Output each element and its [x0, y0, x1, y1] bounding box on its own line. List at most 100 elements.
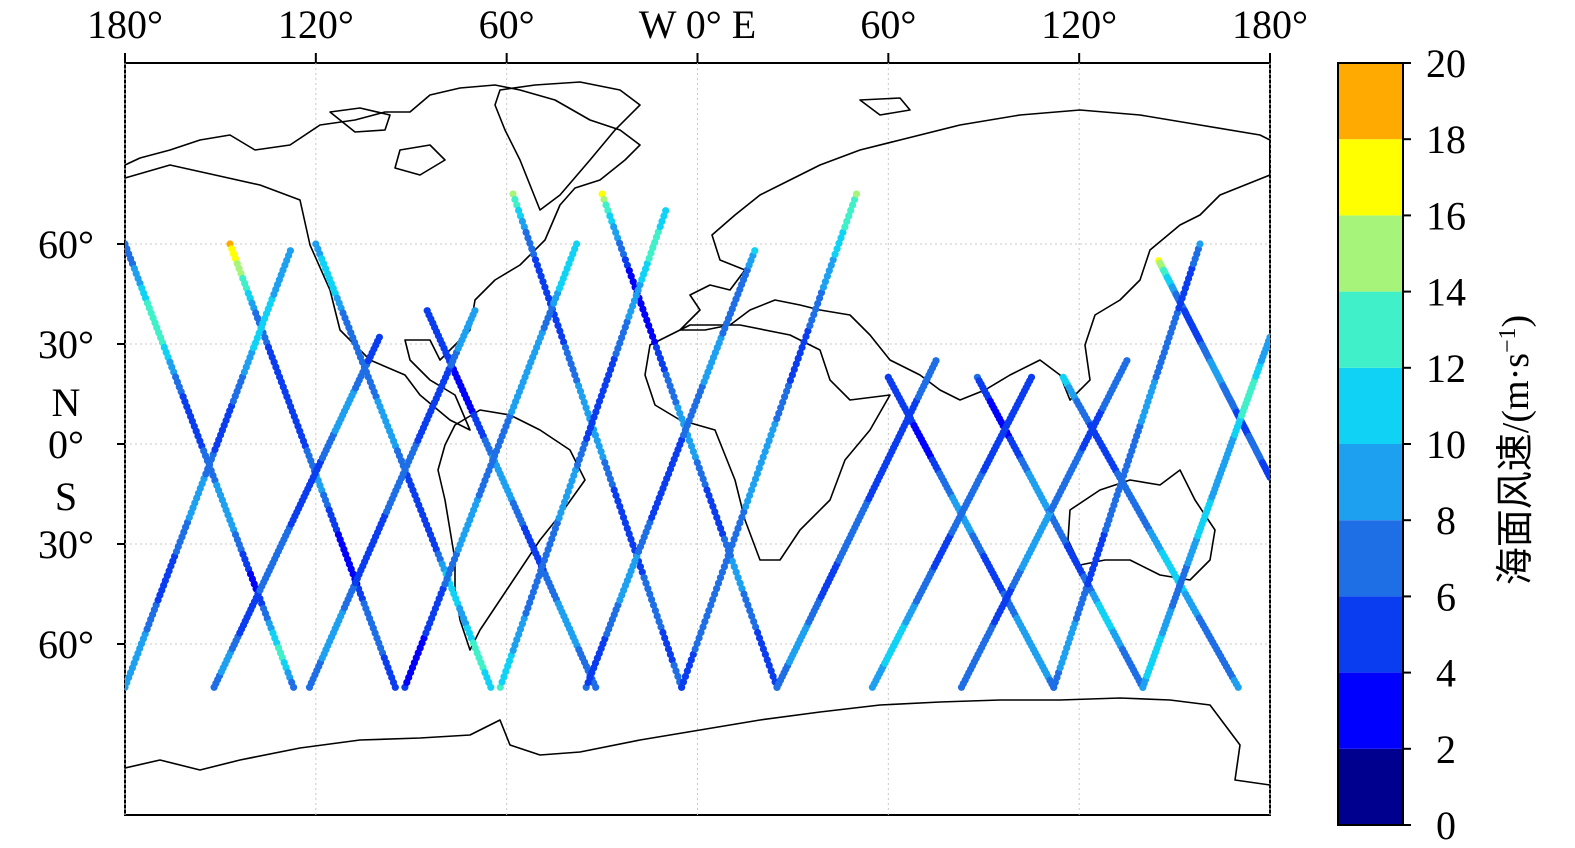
track-point [699, 623, 707, 631]
track-point [661, 634, 669, 642]
track-point [597, 448, 605, 456]
track-point [829, 256, 837, 264]
colorbar-tick-label: 20 [1426, 41, 1466, 86]
track-point [580, 398, 588, 406]
track-point [751, 475, 760, 483]
track-point [851, 195, 859, 204]
track-point [816, 294, 824, 302]
track-point [687, 442, 696, 450]
track-point [658, 360, 666, 368]
track-point [552, 316, 560, 324]
track-point [724, 552, 732, 560]
colorbar-tick-label: 6 [1436, 574, 1456, 619]
track-point [759, 645, 768, 653]
track-point [823, 272, 832, 280]
colorbar-band [1338, 444, 1403, 521]
track-point [808, 316, 816, 324]
track-point [722, 541, 731, 549]
track-point [627, 535, 635, 543]
track-point [722, 557, 730, 565]
track-point [1196, 240, 1204, 248]
track-point [612, 228, 620, 236]
track-point [539, 278, 547, 286]
track-point [569, 365, 577, 373]
track-point [771, 420, 779, 428]
track-point [765, 661, 773, 670]
track-point [533, 261, 542, 269]
track-point [668, 387, 676, 395]
track-point [619, 513, 628, 522]
track-point [738, 585, 746, 593]
track-point [657, 623, 665, 631]
track-point [814, 300, 822, 308]
track-point [639, 305, 647, 313]
track-point [642, 579, 650, 587]
track-point [716, 574, 725, 582]
colorbar-title-main: 海面风速/(m·s [1495, 353, 1537, 585]
track-point [655, 618, 663, 626]
track-point [761, 650, 770, 659]
track-point [751, 247, 759, 255]
track-point [573, 240, 581, 248]
track-point [681, 672, 690, 681]
track-point [606, 212, 614, 220]
track-point [754, 628, 762, 637]
track-point [487, 683, 495, 691]
track-point [623, 261, 632, 269]
colorbar-band [1338, 139, 1403, 216]
track-point [595, 442, 603, 450]
scatter-series [125, 190, 1270, 691]
track-point [520, 223, 528, 231]
track-point [290, 683, 298, 691]
track-point [736, 519, 744, 527]
track-point [649, 332, 657, 341]
track-point [775, 409, 783, 417]
antarctica-coastline [125, 697, 1270, 786]
track-point [614, 497, 622, 505]
x-tick-label: 60° [860, 2, 916, 47]
track-point [375, 333, 383, 341]
track-point [645, 322, 653, 330]
track-point [652, 343, 661, 352]
track-point [636, 563, 645, 571]
track-point [769, 426, 777, 434]
x-tick-label: 180° [1232, 2, 1308, 47]
colorbar-tick-label: 2 [1436, 727, 1456, 772]
south-hemisphere-label: S [55, 474, 77, 519]
x-tick-label: 180° [87, 2, 163, 47]
track-point [545, 294, 553, 302]
track-point [604, 206, 612, 214]
y-tick-label: 60° [38, 622, 94, 667]
track-point [691, 453, 700, 461]
track-point [796, 349, 804, 357]
track-point [391, 683, 399, 691]
track-point [516, 212, 525, 220]
track-point [744, 601, 752, 609]
track-point [695, 464, 703, 472]
track-point [1234, 683, 1242, 691]
track-point [623, 524, 631, 533]
track-point [629, 541, 637, 549]
track-point [471, 307, 479, 315]
track-point [714, 579, 723, 587]
track-point [672, 667, 680, 675]
track-point [786, 376, 795, 384]
track-point [810, 311, 818, 319]
track-point [748, 612, 756, 620]
track-point [608, 217, 616, 225]
track-point [693, 639, 701, 648]
track-point [610, 223, 618, 231]
track-point [672, 398, 680, 406]
track-point [666, 382, 674, 390]
track-point [831, 250, 839, 258]
track-point [286, 247, 294, 255]
track-point [606, 475, 615, 483]
track-point [531, 256, 540, 264]
track-point [705, 607, 713, 615]
track-point [746, 491, 754, 500]
track-point [619, 250, 628, 258]
track-point [509, 190, 517, 198]
track-point [593, 437, 601, 445]
track-point [715, 519, 723, 527]
track-point [651, 338, 659, 346]
